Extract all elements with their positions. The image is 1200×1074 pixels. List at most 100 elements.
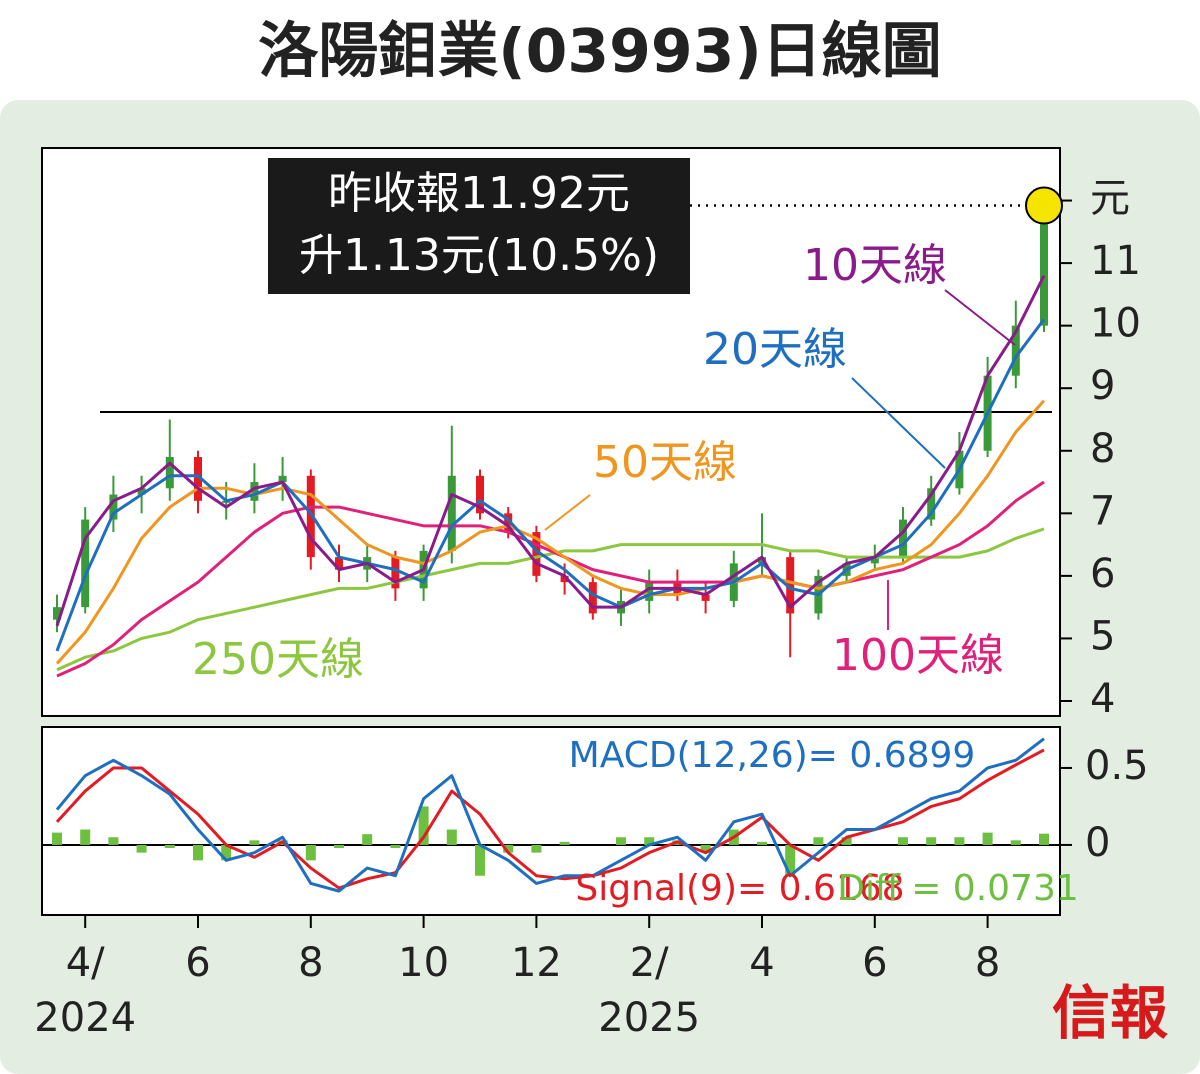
macd-label: MACD(12,26)= 0.6899 <box>569 735 976 776</box>
diff-bar <box>1039 833 1049 845</box>
diff-bar <box>108 837 119 845</box>
candle-body <box>1011 325 1020 376</box>
label-connector <box>544 494 591 531</box>
diff-label: Diff = 0.0731 <box>837 868 1079 909</box>
diff-bar <box>446 829 457 845</box>
candle-body <box>165 457 174 489</box>
candle-body <box>504 513 513 533</box>
ma-label: 250天線 <box>192 634 364 685</box>
y-tick-label: 5 <box>1090 613 1115 659</box>
candle-body <box>391 557 400 589</box>
candle-body <box>194 457 202 501</box>
candle-body <box>109 494 118 520</box>
label-connector <box>944 289 1016 346</box>
annotation-box <box>268 158 690 294</box>
diff-bar <box>926 837 937 845</box>
diff-bar <box>785 844 796 876</box>
ma-line <box>56 480 1045 678</box>
candle-body <box>306 475 315 558</box>
candle-body <box>560 575 569 583</box>
year-label: 2025 <box>598 995 700 1041</box>
diff-bar <box>644 837 655 845</box>
y-tick-label: 6 <box>1090 551 1115 597</box>
diff-bar <box>475 844 485 876</box>
price-panel <box>41 147 1061 717</box>
y-tick-label: 8 <box>1090 426 1115 472</box>
diff-bar <box>531 844 542 853</box>
annotation-text: 昨收報11.92元 <box>328 168 630 219</box>
ma-label: 100天線 <box>832 630 1004 681</box>
candle-body <box>899 519 907 558</box>
label-connector <box>851 377 946 469</box>
candle-body <box>278 475 287 483</box>
last-close-marker <box>1025 186 1063 225</box>
candle-body <box>335 557 343 570</box>
diff-bar <box>164 844 175 849</box>
macd-line <box>55 737 1045 893</box>
x-tick-label: 4 <box>749 940 774 986</box>
candle-body <box>137 488 146 495</box>
diff-bar <box>954 837 965 845</box>
annotation-text: 升1.13元(10.5%) <box>299 230 659 281</box>
diff-bar <box>757 841 767 845</box>
diff-bar <box>559 841 570 845</box>
diff-bar <box>136 844 147 853</box>
y-tick-label: 4 <box>1090 676 1115 722</box>
ma-line <box>55 399 1046 665</box>
diff-bar <box>362 834 373 845</box>
diff-bar <box>334 844 344 849</box>
y-tick-label: 7 <box>1090 488 1115 534</box>
diff-bar <box>52 832 62 845</box>
candle-body <box>870 557 879 564</box>
candle-body <box>532 532 541 576</box>
diff-bar <box>305 844 316 861</box>
chart-title: 洛陽鉬業(03993)日線圖 <box>258 17 942 87</box>
diff-bar <box>193 844 203 861</box>
y2-tick-label: 0 <box>1085 820 1110 866</box>
diff-bar <box>982 832 993 845</box>
x-tick-label: 4/ <box>66 940 105 986</box>
ma-label: 20天線 <box>703 324 847 375</box>
y-tick-label: 元 <box>1090 176 1130 222</box>
ma-line <box>55 318 1046 652</box>
x-tick-label: 2/ <box>630 940 669 986</box>
candle-body <box>645 582 654 601</box>
candle-body <box>758 557 766 564</box>
diff-bar <box>616 837 626 845</box>
ma-line <box>56 527 1045 672</box>
diff-bar <box>249 840 260 845</box>
x-tick-label: 6 <box>862 940 887 986</box>
brand: 信報 <box>1052 979 1168 1047</box>
ma-line <box>55 274 1046 627</box>
ma-label: 50天線 <box>593 437 737 488</box>
candle-body <box>927 488 936 520</box>
y-tick-label: 11 <box>1090 238 1141 284</box>
diff-bar <box>390 844 401 849</box>
candle-body <box>81 519 90 608</box>
diff-bar <box>221 844 232 861</box>
diff-bar <box>1010 840 1021 845</box>
diff-bar <box>418 806 429 845</box>
diff-bar <box>813 837 824 845</box>
diff-bar <box>898 837 908 845</box>
candle-body <box>476 475 484 514</box>
y2-tick-label: 0.5 <box>1085 743 1149 789</box>
x-tick-label: 6 <box>185 940 210 986</box>
diff-bar <box>503 844 514 853</box>
x-tick-label: 8 <box>975 940 1000 986</box>
candle-body <box>447 475 456 551</box>
year-label: 2024 <box>34 995 136 1041</box>
candle-body <box>1040 205 1048 326</box>
candle-body <box>250 482 259 501</box>
diff-bar <box>841 837 852 845</box>
y-tick-label: 9 <box>1090 363 1115 409</box>
signal-label: Signal(9)= 0.6168 <box>575 868 904 909</box>
x-tick-label: 8 <box>298 940 323 986</box>
diff-bar <box>80 829 91 845</box>
candle-body <box>701 594 710 601</box>
ma-label: 10天線 <box>803 240 947 291</box>
y-tick-label: 10 <box>1090 301 1141 347</box>
x-tick-label: 12 <box>511 940 562 986</box>
candle-body <box>786 557 795 614</box>
